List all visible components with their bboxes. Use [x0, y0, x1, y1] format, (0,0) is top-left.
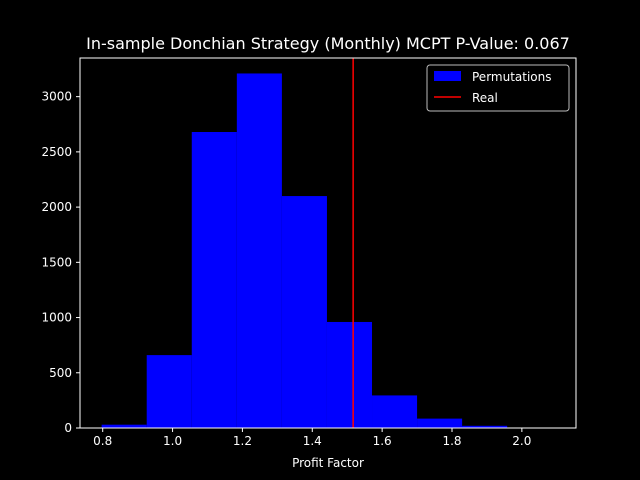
- legend-permutations-swatch: [434, 71, 461, 81]
- x-tick-label: 0.8: [93, 434, 112, 448]
- histogram-bar-1: [146, 355, 192, 428]
- histogram-bar-7: [417, 418, 463, 428]
- histogram-bar-3: [236, 73, 282, 429]
- y-tick-label: 1500: [41, 255, 72, 269]
- x-axis-ticks: 0.8 1.0 1.2 1.4 1.6 1.8 2.0: [93, 428, 531, 448]
- y-tick-label: 500: [49, 366, 72, 380]
- legend-box: [426, 64, 570, 112]
- legend: Permutations Real: [426, 64, 570, 112]
- x-tick-label: 1.8: [442, 434, 461, 448]
- x-tick-label: 1.4: [303, 434, 322, 448]
- chart-title: In-sample Donchian Strategy (Monthly) MC…: [86, 34, 570, 53]
- y-axis-ticks: 0 500 1000 1500 2000 2500 3000: [41, 90, 80, 435]
- histogram-bar-2: [191, 132, 237, 428]
- y-tick-label: 2000: [41, 200, 72, 214]
- y-tick-label: 1000: [41, 311, 72, 325]
- y-tick-label: 3000: [41, 90, 72, 104]
- histogram-bar-4: [281, 196, 327, 428]
- x-axis-label: Profit Factor: [292, 456, 364, 470]
- x-tick-label: 1.0: [163, 434, 182, 448]
- legend-real-label: Real: [472, 91, 498, 105]
- axes-frame: [79, 57, 577, 429]
- histogram-bar-0: [101, 424, 147, 428]
- histogram-bar-8: [462, 425, 508, 428]
- y-tick-label: 0: [64, 421, 72, 435]
- histogram-bars: [101, 73, 553, 429]
- legend-permutations-label: Permutations: [472, 70, 552, 84]
- x-tick-label: 1.2: [233, 434, 252, 448]
- histogram-bar-5: [326, 321, 373, 428]
- x-tick-label: 1.6: [373, 434, 392, 448]
- histogram-bar-6: [372, 395, 418, 428]
- y-tick-label: 2500: [41, 145, 72, 159]
- x-tick-label: 2.0: [512, 434, 531, 448]
